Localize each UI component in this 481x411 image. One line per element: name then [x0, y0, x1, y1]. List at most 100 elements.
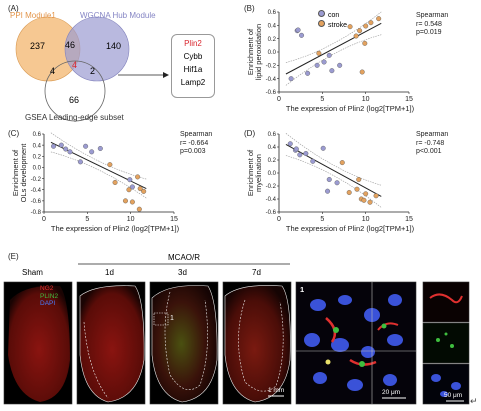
stain-label-ng2: NG2	[40, 285, 54, 292]
stain-label-plin2: PLIN2	[40, 292, 59, 300]
data-point-stroke	[367, 199, 373, 205]
y-tick-label: 0.0	[33, 166, 42, 172]
regression-line	[285, 22, 382, 75]
data-point-con	[321, 59, 327, 65]
data-point-con	[89, 149, 95, 155]
regression-line	[285, 143, 382, 197]
gene-item: Cybb	[183, 52, 203, 61]
data-point-stroke	[122, 198, 128, 204]
inset-number: 1	[170, 315, 174, 322]
y-tick-label: -0.6	[266, 90, 277, 96]
stat-r: r= -0.664	[180, 139, 209, 147]
channel-blue	[422, 363, 470, 405]
data-point-con	[334, 180, 340, 186]
column-label-7d: 7d	[252, 268, 261, 277]
venn-count-13: 4	[50, 66, 56, 76]
data-point-stroke	[347, 24, 353, 30]
x-tick-label: 5	[320, 96, 324, 103]
stat-title: Spearman	[180, 131, 213, 138]
x-tick-label: 10	[127, 216, 135, 223]
venn-count-123: 4	[72, 60, 78, 70]
scale-label-50um: 50 μm	[444, 392, 462, 399]
channel-green	[422, 322, 470, 364]
y-axis-label: OLs development	[19, 143, 28, 203]
return-glyph: ↵	[470, 396, 478, 406]
data-point-con	[295, 27, 301, 33]
venn-count-12: 46	[65, 40, 76, 50]
legend-item-con: con	[318, 10, 347, 20]
y-tick-label: 0.4	[268, 24, 277, 30]
data-point-stroke	[316, 50, 322, 56]
data-point-con	[314, 62, 320, 68]
channel-red	[422, 281, 470, 323]
y-tick-label: -0.8	[31, 210, 42, 216]
stat-title: Spearman	[416, 131, 449, 138]
venn-count-only3: 66	[69, 95, 80, 105]
x-tick-label: 0	[277, 96, 281, 103]
column-label-sham: Sham	[22, 268, 43, 277]
lesion-outline-7d	[238, 299, 284, 392]
brain-section-sham	[8, 285, 70, 402]
inset-box-3d	[153, 312, 169, 326]
data-point-con	[51, 143, 57, 149]
x-axis-label: The expression of Plin2 (log2[TPM+1])	[51, 224, 180, 233]
data-point-con	[337, 62, 343, 68]
y-axis-label: lipid peroxidation	[254, 24, 263, 80]
panel-d-stats: Spearman r= -0.748 p<0.001	[416, 131, 448, 157]
legend-label-stroke: stroke	[328, 22, 348, 29]
stain-legend: NG2 PLIN2 DAPI	[40, 285, 58, 308]
legend-label-con: con	[328, 12, 340, 19]
y-tick-label: 0.2	[268, 158, 277, 164]
y-tick-label: 0.2	[33, 154, 42, 160]
y-tick-label: -0.2	[266, 64, 277, 70]
stain-label-dapi: DAPI	[40, 300, 56, 307]
gene-list-box: Plin2 Cybb Hif1a Lamp2	[171, 34, 215, 98]
scale-label-20um: 20 μm	[382, 389, 400, 396]
panel-b-stats: Spearman r= 0.548 p=0.019	[416, 12, 448, 38]
x-axis-label: The expression of Plin2 (log2[TPM+1])	[286, 224, 415, 233]
data-point-con	[326, 176, 332, 182]
y-tick-label: 0.6	[268, 10, 277, 16]
data-point-con	[326, 52, 332, 58]
data-point-stroke	[129, 199, 135, 205]
confidence-band	[285, 133, 382, 186]
data-point-con	[287, 141, 293, 147]
column-label-1d: 1d	[105, 268, 114, 277]
stat-p: p<0.001	[416, 148, 442, 156]
data-point-con	[293, 146, 299, 152]
data-point-con	[129, 184, 135, 190]
stat-r: r= 0.548	[416, 20, 442, 28]
y-tick-label: -0.6	[31, 199, 42, 205]
scale-label-1mm: 1 mm	[268, 387, 284, 394]
y-tick-label: 0.4	[33, 143, 42, 149]
panel-c-stats: Spearman r= -0.664 p=0.003	[180, 131, 212, 157]
venn-arrow-head	[163, 72, 169, 78]
zoom-number: 1	[300, 285, 304, 294]
y-tick-label: 0.0	[268, 50, 277, 56]
panel-a-label: (A)	[8, 4, 19, 13]
data-point-stroke	[368, 20, 374, 26]
data-point-stroke	[137, 186, 143, 192]
legend-marker-con	[318, 10, 325, 17]
data-point-stroke	[339, 160, 345, 166]
data-point-stroke	[362, 40, 368, 46]
venn-set3-label: GSEA Leading-edge subset	[25, 113, 124, 122]
data-point-con	[77, 159, 83, 165]
legend-item-stroke: stroke	[318, 20, 347, 30]
data-point-con	[127, 177, 133, 183]
data-point-stroke	[126, 187, 132, 193]
y-axis-label: myelination	[254, 154, 263, 192]
data-point-con	[58, 142, 64, 148]
data-point-con	[288, 76, 294, 82]
x-tick-label: 5	[85, 216, 89, 223]
column-label-3d: 3d	[178, 268, 187, 277]
y-tick-label: -0.2	[31, 177, 42, 183]
y-tick-label: -0.4	[31, 188, 42, 194]
stat-r: r= -0.748	[416, 139, 445, 147]
data-point-stroke	[373, 193, 379, 199]
x-tick-label: 0	[277, 216, 281, 223]
y-axis-label: Enrichment of	[246, 149, 255, 196]
group-label-mcao: MCAO/R	[168, 253, 200, 262]
